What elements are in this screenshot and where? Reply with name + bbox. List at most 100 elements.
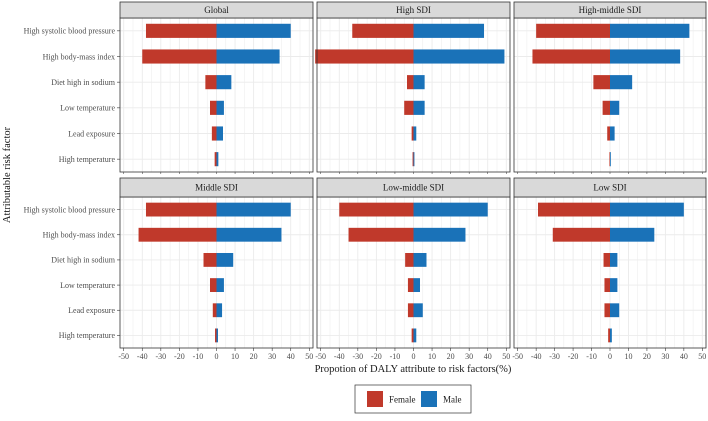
x-tick-label: -40	[531, 352, 542, 361]
bar-male-high-sdi-2	[413, 75, 425, 90]
panel-low-middle-sdi-strip	[316, 177, 511, 198]
x-tick-label: -30	[155, 352, 166, 361]
bar-male-high-middle-sdi-3	[610, 100, 620, 115]
bar-female-middle-sdi-4	[212, 303, 217, 318]
category-label: High temperature	[59, 155, 116, 164]
bar-female-high-sdi-4	[411, 126, 414, 141]
bar-female-low-sdi-2	[603, 252, 610, 267]
bar-male-low-middle-sdi-4	[413, 303, 423, 318]
category-label: Lead exposure	[68, 129, 115, 138]
bar-female-high-middle-sdi-1	[532, 49, 610, 64]
x-tick-label: 20	[643, 352, 651, 361]
bar-male-middle-sdi-0	[216, 202, 291, 217]
x-tick-label: 40	[287, 352, 295, 361]
bar-male-low-sdi-3	[610, 278, 618, 293]
bar-female-low-middle-sdi-1	[348, 227, 414, 242]
category-label: High body-mass index	[43, 52, 115, 61]
x-tick-label: 0	[215, 352, 219, 361]
bar-female-low-sdi-3	[604, 278, 610, 293]
x-tick-label: -30	[549, 352, 560, 361]
bar-female-global-3	[210, 100, 217, 115]
bar-male-high-sdi-4	[413, 126, 417, 141]
bar-female-high-middle-sdi-5	[609, 152, 611, 167]
x-tick-label: 50	[502, 352, 510, 361]
category-label: Low temperature	[60, 104, 115, 113]
bar-male-high-middle-sdi-1	[610, 49, 681, 64]
bar-male-middle-sdi-3	[216, 278, 224, 293]
x-tick-label: -50	[118, 352, 129, 361]
legend-swatch-female	[367, 391, 383, 407]
bar-female-high-sdi-0	[352, 23, 414, 38]
x-tick-label: -20	[371, 352, 382, 361]
bar-male-low-sdi-1	[610, 227, 655, 242]
bar-female-low-middle-sdi-0	[339, 202, 414, 217]
x-tick-label: -40	[137, 352, 148, 361]
category-label: Lead exposure	[68, 306, 115, 315]
bar-male-high-sdi-5	[413, 152, 415, 167]
bar-female-high-sdi-5	[412, 152, 414, 167]
bar-male-low-middle-sdi-2	[413, 252, 427, 267]
bar-male-global-3	[216, 100, 224, 115]
bar-female-high-middle-sdi-4	[607, 126, 610, 141]
bar-male-low-middle-sdi-0	[413, 202, 488, 217]
bar-female-high-middle-sdi-2	[593, 75, 610, 90]
bar-female-middle-sdi-2	[203, 252, 217, 267]
bar-female-high-sdi-2	[407, 75, 414, 90]
x-tick-label: -10	[390, 352, 401, 361]
bar-male-global-0	[216, 23, 291, 38]
bar-female-low-sdi-1	[552, 227, 610, 242]
bar-male-high-middle-sdi-2	[610, 75, 633, 90]
x-tick-label: 50	[698, 352, 706, 361]
bar-female-middle-sdi-5	[215, 328, 217, 343]
panel-low-sdi-strip	[513, 177, 707, 198]
panel-title: Middle SDI	[195, 183, 238, 193]
bar-male-middle-sdi-2	[216, 252, 234, 267]
bar-male-high-sdi-1	[413, 49, 505, 64]
bar-male-low-sdi-4	[610, 303, 620, 318]
legend-label-female: Female	[389, 395, 416, 405]
bar-female-low-middle-sdi-2	[405, 252, 414, 267]
panel-title: High-middle SDI	[579, 5, 642, 15]
category-label: High temperature	[59, 331, 116, 340]
legend-swatch-male	[421, 391, 437, 407]
bar-male-global-2	[216, 75, 232, 90]
x-tick-label: 50	[305, 352, 313, 361]
x-tick-label: 20	[250, 352, 258, 361]
legend-label-male: Male	[443, 395, 462, 405]
bar-female-high-middle-sdi-0	[536, 23, 610, 38]
x-tick-label: -20	[568, 352, 579, 361]
bar-female-middle-sdi-0	[145, 202, 217, 217]
x-tick-label: 30	[661, 352, 669, 361]
bar-female-low-middle-sdi-3	[407, 278, 414, 293]
x-tick-label: 0	[412, 352, 416, 361]
bar-female-high-sdi-3	[404, 100, 414, 115]
category-label: Diet high in sodium	[51, 256, 116, 265]
y-axis-title: Attributable risk factor	[2, 126, 13, 223]
bar-female-middle-sdi-1	[138, 227, 217, 242]
x-tick-label: -10	[193, 352, 204, 361]
panel-title: Low SDI	[593, 183, 626, 193]
bar-female-global-1	[142, 49, 217, 64]
x-tick-label: -50	[512, 352, 523, 361]
bar-female-low-sdi-4	[604, 303, 610, 318]
panel-high-middle-sdi-strip	[513, 1, 707, 19]
bar-female-global-5	[214, 152, 217, 167]
bar-male-low-middle-sdi-1	[413, 227, 466, 242]
bar-female-low-middle-sdi-4	[407, 303, 414, 318]
panel-middle-sdi-strip	[119, 177, 314, 198]
bar-male-low-middle-sdi-5	[413, 328, 417, 343]
x-tick-label: 0	[608, 352, 612, 361]
bar-female-global-2	[205, 75, 217, 90]
category-label: Low temperature	[60, 281, 115, 290]
bar-male-middle-sdi-5	[216, 328, 218, 343]
x-axis-title: Propotion of DALY attribute to risk fact…	[315, 364, 512, 375]
bar-male-global-4	[216, 126, 223, 141]
bar-female-low-sdi-0	[538, 202, 610, 217]
bar-male-high-middle-sdi-4	[610, 126, 615, 141]
category-label: High body-mass index	[43, 231, 115, 240]
bar-female-low-middle-sdi-5	[411, 328, 414, 343]
panel-title: High SDI	[396, 5, 431, 15]
bar-male-low-middle-sdi-3	[413, 278, 420, 293]
x-tick-label: 30	[268, 352, 276, 361]
category-label: High systolic blood pressure	[24, 205, 116, 214]
